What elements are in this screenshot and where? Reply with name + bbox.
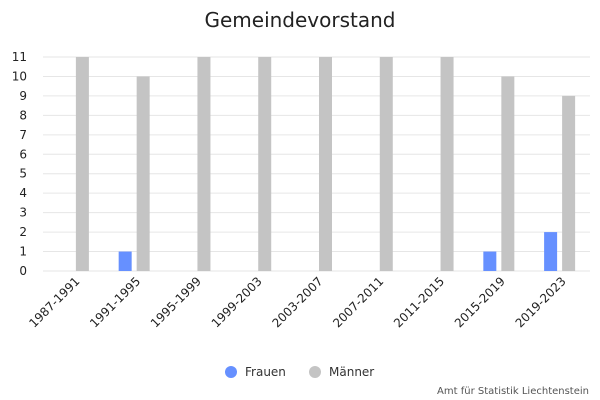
bar-m-nner-2011-2015[interactable] — [440, 57, 454, 271]
y-tick-label: 9 — [19, 89, 27, 103]
legend-marker — [309, 366, 321, 378]
x-tick-label: 2019-2023 — [513, 274, 569, 330]
x-tick-label: 2007-2011 — [330, 274, 386, 330]
y-tick-label: 7 — [19, 128, 27, 142]
y-tick-label: 6 — [19, 147, 27, 161]
y-tick-label: 8 — [19, 108, 27, 122]
chart-title: Gemeindevorstand — [204, 8, 395, 32]
y-tick-label: 1 — [19, 245, 27, 259]
y-axis-ticks: 0 1 2 3 4 5 6 7 8 9 10 11 — [12, 50, 27, 278]
y-tick-label: 2 — [19, 225, 27, 239]
legend-label: Frauen — [245, 365, 286, 379]
bar-m-nner-1999-2003[interactable] — [258, 57, 272, 271]
bar-m-nner-2007-2011[interactable] — [379, 57, 393, 271]
bar-frauen-2019-2023[interactable] — [544, 232, 558, 271]
legend[interactable]: Frauen Männer — [225, 365, 374, 379]
legend-item-frauen[interactable]: Frauen — [225, 365, 286, 379]
y-tick-label: 0 — [19, 264, 27, 278]
y-tick-label: 5 — [19, 167, 27, 181]
bar-frauen-1991-1995[interactable] — [118, 251, 132, 271]
bar-m-nner-1995-1999[interactable] — [197, 57, 211, 271]
y-tick-label: 4 — [19, 186, 27, 200]
x-axis-ticks: 1987-1991 1991-1995 1995-1999 1999-2003 2003… — [26, 274, 568, 330]
y-tick-label: 3 — [19, 206, 27, 220]
bar-m-nner-2015-2019[interactable] — [501, 76, 515, 271]
x-tick-label: 2011-2015 — [391, 274, 447, 330]
credit-text: Amt für Statistik Liechtenstein — [437, 386, 589, 397]
y-tick-label: 11 — [12, 50, 27, 64]
y-tick-label: 10 — [12, 69, 27, 83]
bar-m-nner-2003-2007[interactable] — [319, 57, 332, 271]
bar-frauen-2015-2019[interactable] — [483, 251, 497, 271]
x-tick-label: 1995-1999 — [148, 274, 204, 330]
x-tick-label: 1999-2003 — [209, 274, 265, 330]
bar-m-nner-2019-2023[interactable] — [562, 95, 576, 271]
legend-label: Männer — [329, 365, 374, 379]
x-tick-label: 2015-2019 — [452, 274, 508, 330]
x-tick-label: 2003-2007 — [269, 274, 325, 330]
x-tick-label: 1991-1995 — [87, 274, 143, 330]
bars — [75, 57, 576, 271]
bar-m-nner-1991-1995[interactable] — [136, 76, 150, 271]
bar-m-nner-1987-1991[interactable] — [75, 57, 89, 271]
grid-lines — [43, 56, 590, 272]
legend-item-m-nner[interactable]: Männer — [309, 365, 374, 379]
x-tick-label: 1987-1991 — [26, 274, 82, 330]
legend-marker — [225, 366, 237, 378]
